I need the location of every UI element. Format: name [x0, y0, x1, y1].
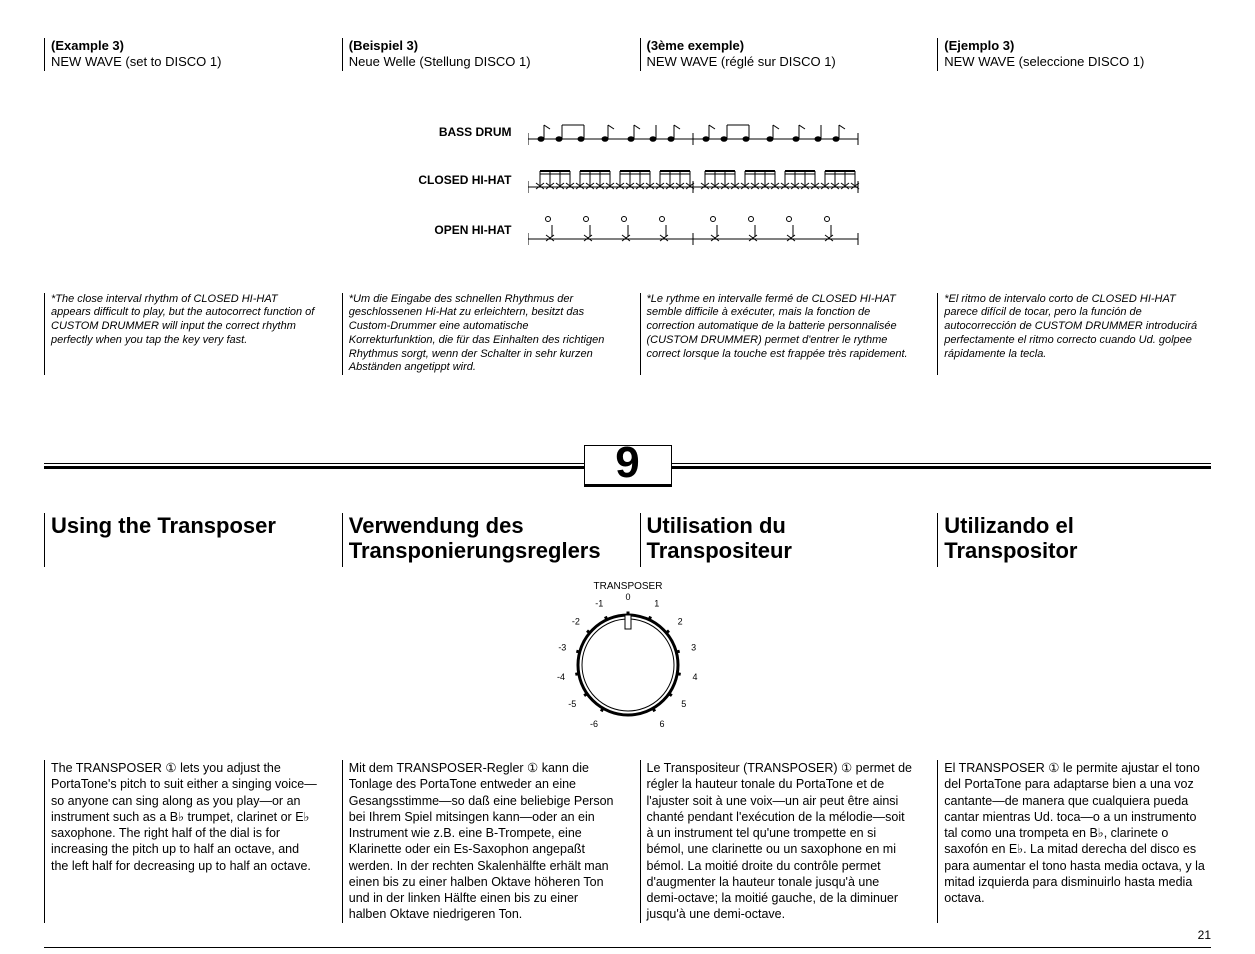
example-header-row: (Example 3) NEW WAVE (set to DISCO 1) (B…	[44, 38, 1211, 71]
open-hihat-label: OPEN HI-HAT	[388, 223, 528, 237]
svg-text:2: 2	[677, 616, 682, 626]
example-sub: NEW WAVE (set to DISCO 1)	[51, 54, 221, 69]
svg-text:-3: -3	[558, 642, 566, 652]
closed-hihat-notation-icon	[528, 165, 868, 195]
example-en: (Example 3) NEW WAVE (set to DISCO 1)	[44, 38, 318, 71]
bottom-rule	[44, 947, 1211, 948]
body-es: El TRANSPOSER ① le permite ajustar el to…	[937, 760, 1211, 923]
svg-text:4: 4	[692, 672, 697, 682]
body-fr: Le Transpositeur (TRANSPOSER) ① permet d…	[640, 760, 914, 923]
example-sub: Neue Welle (Stellung DISCO 1)	[349, 54, 531, 69]
svg-text:6: 6	[659, 719, 664, 729]
footnote-en: *The close interval rhythm of CLOSED HI-…	[44, 293, 318, 376]
heading-de: Verwendung des Transponierungsreglers	[342, 513, 616, 567]
closed-hihat-label: CLOSED HI-HAT	[388, 173, 528, 187]
svg-text:3: 3	[691, 642, 696, 652]
svg-text:-4: -4	[557, 672, 565, 682]
example-de: (Beispiel 3) Neue Welle (Stellung DISCO …	[342, 38, 616, 71]
body-de: Mit dem TRANSPOSER-Regler ① kann die Ton…	[342, 760, 616, 923]
svg-text:1: 1	[654, 598, 659, 608]
bass-drum-notation-icon	[528, 117, 868, 147]
heading-en: Using the Transposer	[44, 513, 318, 567]
example-label: (Ejemplo 3)	[944, 38, 1014, 53]
section-number-box: 9	[584, 445, 672, 487]
example-label: (3ème exemple)	[647, 38, 745, 53]
heading-fr: Utilisation du Transpositeur	[640, 513, 914, 567]
open-hihat-notation-icon	[528, 213, 868, 247]
drum-notation: BASS DRUM CL	[388, 99, 868, 265]
body-en: The TRANSPOSER ① lets you adjust the Por…	[44, 760, 318, 923]
section-number: 9	[615, 441, 639, 485]
svg-text:5: 5	[681, 699, 686, 709]
svg-text:-5: -5	[568, 699, 576, 709]
transposer-dial-icon: TRANSPOSER -6 -5 -4 -3 -2 -1 0 1 2 3 4 5 6	[538, 577, 718, 737]
svg-text:-6: -6	[589, 719, 597, 729]
heading-es: Utilizando el Transpositor	[937, 513, 1211, 567]
body-row: The TRANSPOSER ① lets you adjust the Por…	[44, 760, 1211, 923]
transposer-dial: TRANSPOSER -6 -5 -4 -3 -2 -1 0 1 2 3 4 5 6	[44, 577, 1211, 742]
example-es: (Ejemplo 3) NEW WAVE (seleccione DISCO 1…	[937, 38, 1211, 71]
example-sub: NEW WAVE (seleccione DISCO 1)	[944, 54, 1144, 69]
example-sub: NEW WAVE (réglé sur DISCO 1)	[647, 54, 836, 69]
example-label: (Beispiel 3)	[349, 38, 418, 53]
svg-text:0: 0	[625, 592, 630, 602]
footnotes-row: *The close interval rhythm of CLOSED HI-…	[44, 293, 1211, 376]
page-number: 21	[1198, 928, 1211, 942]
footnote-es: *El ritmo de intervalo corto de CLOSED H…	[937, 293, 1211, 376]
bass-drum-label: BASS DRUM	[388, 125, 528, 139]
dial-label: TRANSPOSER	[593, 581, 662, 592]
footnote-fr: *Le rythme en intervalle fermé de CLOSED…	[640, 293, 914, 376]
example-fr: (3ème exemple) NEW WAVE (réglé sur DISCO…	[640, 38, 914, 71]
headings-row: Using the Transposer Verwendung des Tran…	[44, 513, 1211, 567]
footnote-de: *Um die Eingabe des schnellen Rhythmus d…	[342, 293, 616, 376]
svg-text:-1: -1	[595, 598, 603, 608]
svg-text:-2: -2	[571, 616, 579, 626]
example-label: (Example 3)	[51, 38, 124, 53]
section-divider: 9	[44, 445, 1211, 485]
